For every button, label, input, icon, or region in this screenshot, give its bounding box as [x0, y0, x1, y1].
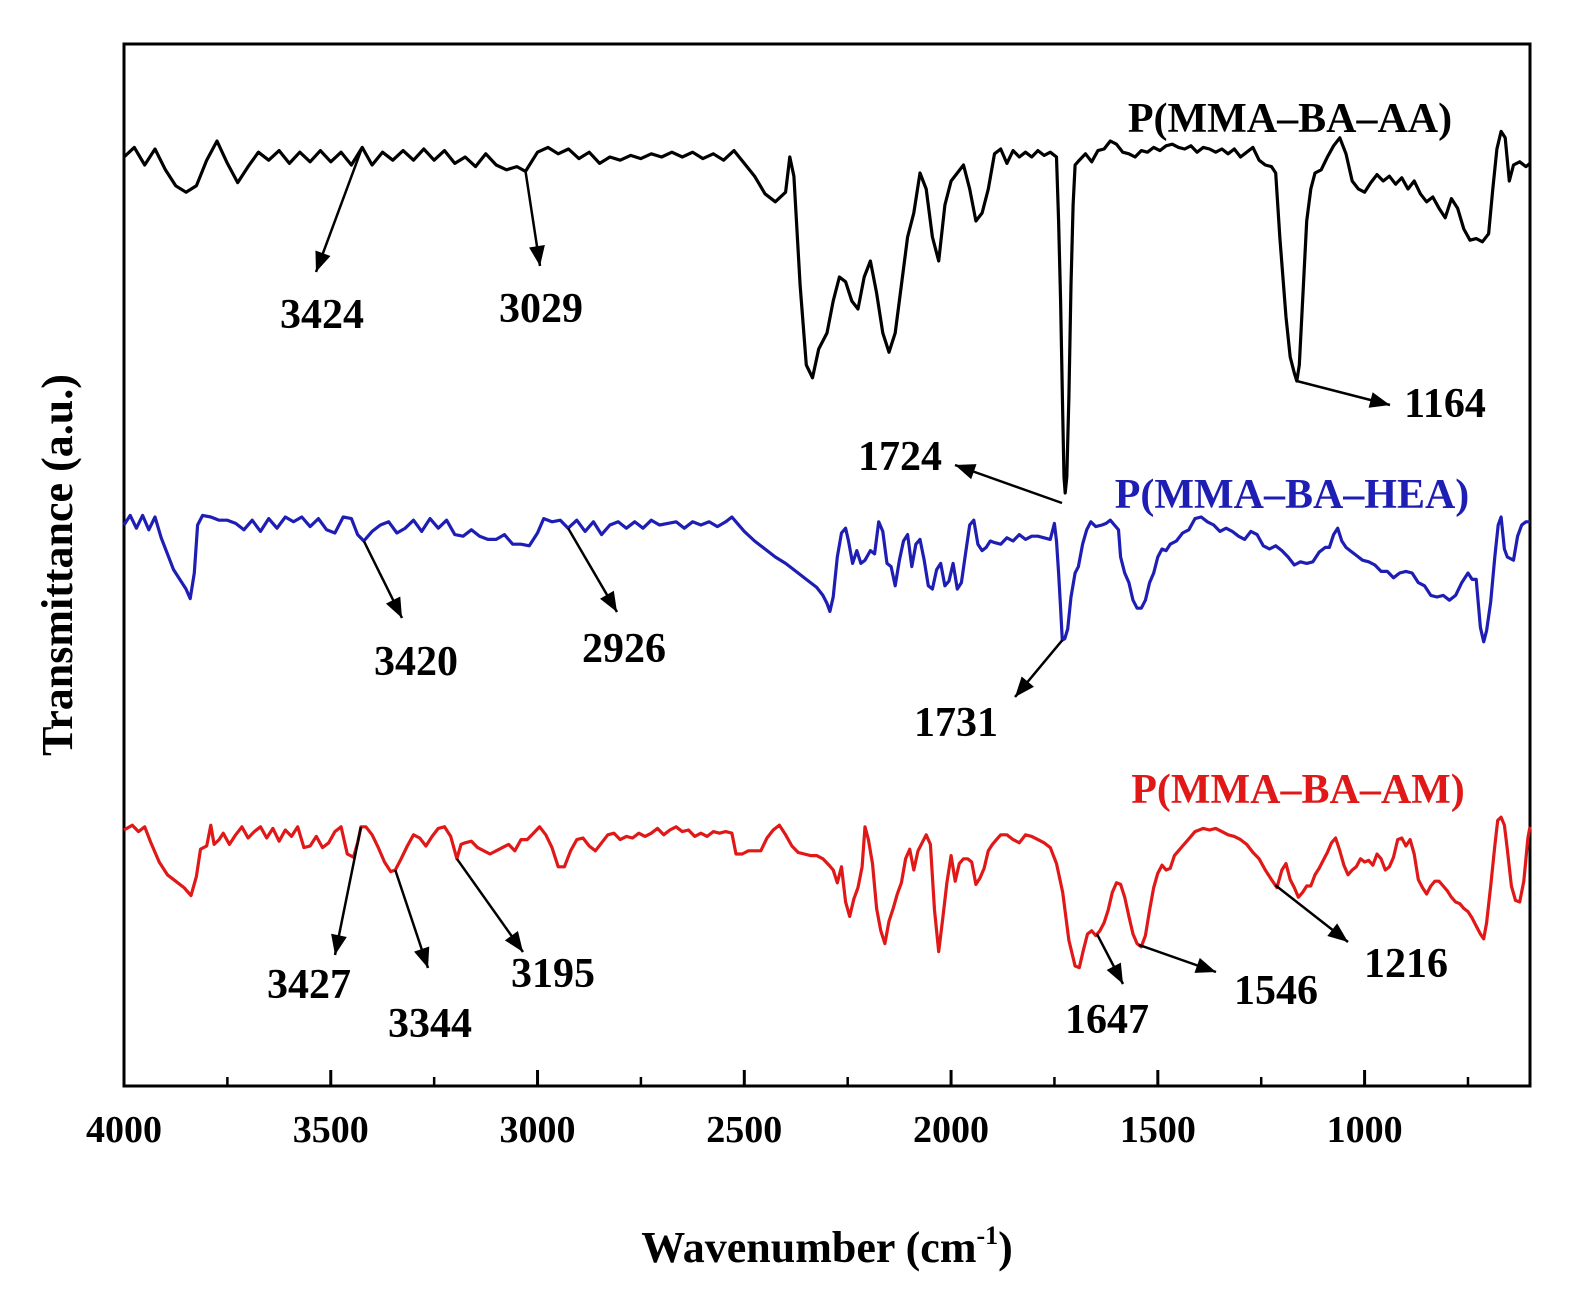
- x-axis-title: Wavenumber (cm-1): [641, 1221, 1013, 1272]
- x-tick-label: 4000: [86, 1109, 162, 1151]
- annotation-arrowhead: [1015, 676, 1034, 697]
- series-label-layer: P(MMA–BA–AA) P(MMA–BA–HEA) P(MMA–BA–AM): [1115, 96, 1470, 813]
- plot-frame: [122, 42, 1532, 1088]
- annotation-arrowhead: [1106, 962, 1123, 984]
- series-name-label: P(MMA–BA–AM): [1131, 767, 1465, 813]
- x-tick-label: 1000: [1327, 1109, 1403, 1151]
- peak-label: 1164: [1404, 381, 1486, 427]
- annotation-arrowhead: [1327, 923, 1348, 942]
- x-axis-title-superscript: -1: [976, 1221, 998, 1250]
- peak-label: 1216: [1364, 941, 1448, 987]
- x-ticks: 4000 3500 3000 2500 2000 1500 1000: [86, 1070, 1470, 1151]
- peak-label: 3424: [280, 292, 364, 338]
- peak-label: 3344: [388, 1001, 472, 1047]
- annotation-arrowhead: [331, 933, 347, 955]
- annotation-arrowhead: [315, 250, 331, 272]
- x-tick-label: 2500: [706, 1109, 782, 1151]
- x-tick-label: 3000: [500, 1109, 576, 1151]
- annotation-arrow: [333, 826, 363, 956]
- annotation-layer: 3424 3029 1724 1164 3420 2926 1731 3427 3344 3195…: [267, 146, 1486, 1047]
- series-line-1: [122, 513, 1530, 644]
- x-tick-label: 3500: [293, 1109, 369, 1151]
- y-axis-title: Transmittance (a.u.): [33, 374, 82, 756]
- annotation-arrowhead: [414, 946, 430, 968]
- peak-label: 3420: [374, 639, 458, 685]
- annotation-arrowhead: [955, 464, 977, 480]
- peak-label: 1647: [1065, 997, 1149, 1043]
- annotation-arrowhead: [504, 931, 523, 952]
- x-tick-label: 1500: [1120, 1109, 1196, 1151]
- x-axis-title-close: ): [998, 1223, 1013, 1272]
- annotation-arrowhead: [385, 596, 402, 618]
- x-axis-title-main: Wavenumber (cm: [641, 1223, 976, 1272]
- series-line-2: [123, 815, 1532, 970]
- peak-label: 1546: [1234, 968, 1318, 1014]
- series-name-label: P(MMA–BA–HEA): [1115, 472, 1470, 518]
- x-tick-label: 2000: [913, 1109, 989, 1151]
- annotation-arrowhead: [600, 590, 617, 612]
- peak-label: 3195: [511, 951, 595, 997]
- series-layer: [122, 129, 1532, 970]
- series-line-0: [122, 129, 1531, 495]
- peak-label: 3029: [499, 286, 583, 332]
- peak-label: 1731: [914, 700, 998, 746]
- peak-label: 1724: [858, 434, 942, 480]
- annotation-arrowhead: [1194, 957, 1216, 973]
- annotation-arrowhead: [1368, 392, 1390, 408]
- annotation-arrow: [314, 146, 364, 273]
- peak-label: 2926: [582, 626, 666, 672]
- annotation-arrowhead: [529, 245, 545, 266]
- series-name-label: P(MMA–BA–AA): [1128, 96, 1452, 142]
- peak-label: 3427: [267, 962, 351, 1008]
